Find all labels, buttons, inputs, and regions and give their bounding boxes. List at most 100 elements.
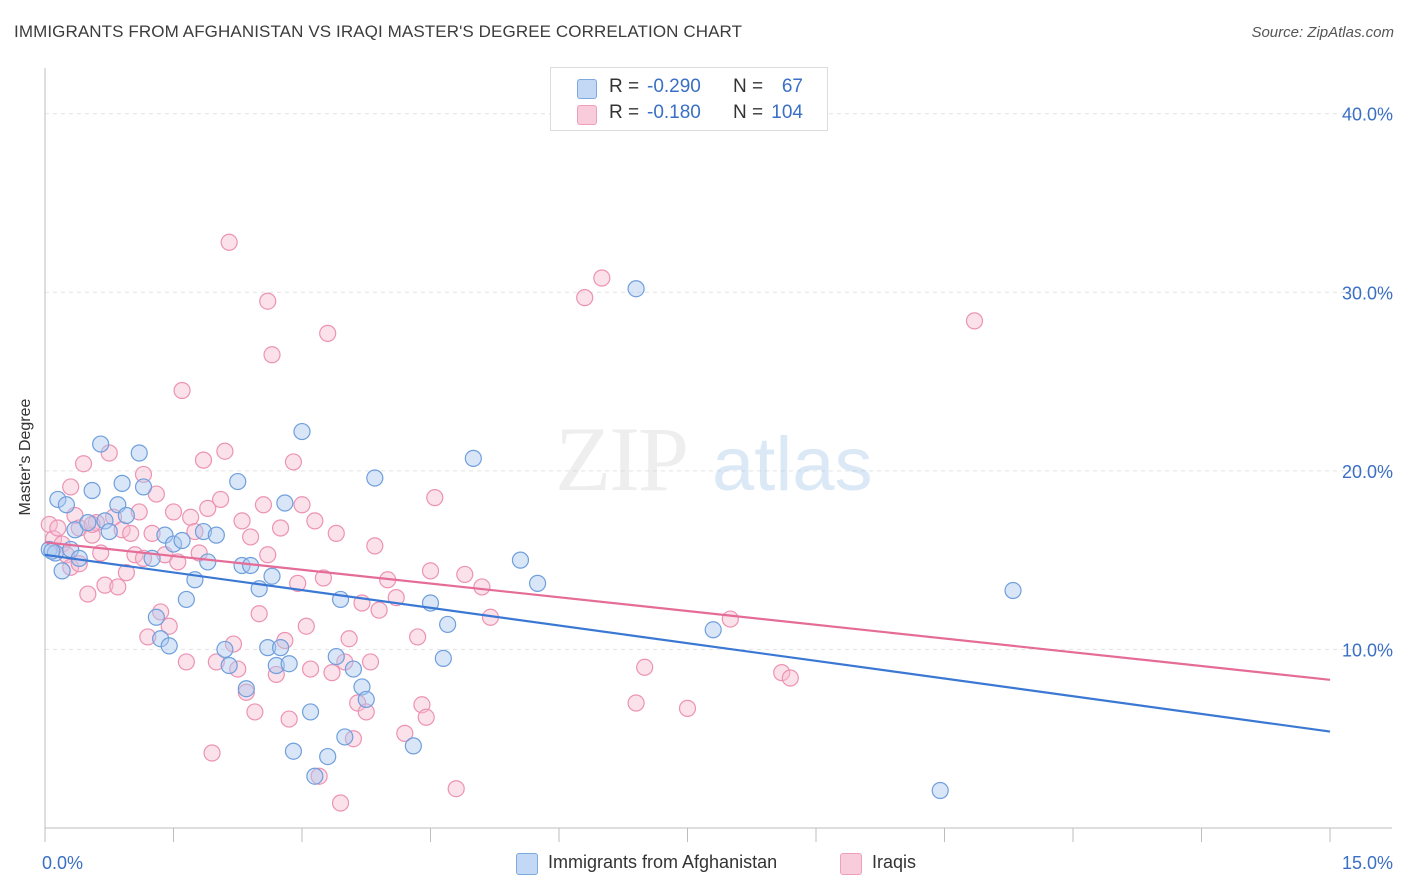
iraqis-point (242, 528, 260, 546)
iraqis-point (349, 694, 367, 712)
y-tick-label: 10.0% (1342, 640, 1393, 660)
afghanistan-point (237, 680, 255, 698)
iraqis-point (194, 451, 213, 469)
iraqis-point (344, 730, 362, 748)
iraqis-trend-line (44, 541, 1331, 681)
iraqis-point (366, 537, 384, 555)
iraqis-point (340, 630, 358, 648)
iraqis-point (965, 312, 984, 330)
y-tick-label: 20.0% (1342, 462, 1393, 482)
n-label: N = (733, 76, 764, 97)
iraqis-point (331, 794, 350, 812)
afghanistan-point (152, 630, 170, 648)
iraqis-point (636, 658, 654, 676)
iraqis-point (593, 269, 611, 287)
afghanistan-point (53, 562, 71, 580)
afghanistan-point (267, 656, 285, 675)
iraqis-point (421, 562, 440, 580)
iraqis-point (254, 496, 273, 514)
chart-title: IMMIGRANTS FROM AFGHANISTAN VS IRAQI MAS… (14, 22, 743, 41)
iraqis-point (409, 628, 427, 646)
source-credit: Source: ZipAtlas.com (1251, 24, 1394, 41)
afghanistan-point (280, 655, 298, 673)
iraqis-point (259, 546, 277, 564)
iraqis-point (314, 569, 333, 587)
iraqis-point (164, 503, 183, 521)
iraqis-point (79, 585, 97, 603)
afghanistan-point (404, 737, 422, 755)
iraqis-point (203, 744, 221, 762)
afghanistan-point (434, 649, 452, 667)
afghanistan-point (528, 574, 547, 592)
y-tick-label: 30.0% (1342, 283, 1393, 303)
iraqis-r-value: -0.180 (647, 102, 701, 123)
afghanistan-point (173, 531, 191, 550)
iraqis-point (473, 578, 491, 596)
afghanistan-point (327, 647, 345, 666)
afghanistan-point (113, 474, 131, 492)
afghanistan-point (1004, 581, 1022, 600)
iraqis-point (216, 442, 234, 460)
iraqis-n-value: 104 (771, 102, 803, 123)
iraqis-point (336, 653, 354, 671)
iraqis-legend-swatch (840, 853, 862, 875)
iraqis-point (233, 512, 251, 530)
iraqis-point (212, 490, 230, 509)
afghanistan-point (439, 615, 457, 634)
iraqis-point (130, 503, 148, 521)
trend-lines (44, 541, 1331, 733)
iraqis-point (447, 780, 465, 798)
afghanistan-point (259, 639, 277, 657)
afghanistan-trend-line (44, 553, 1331, 733)
afghanistan-point (66, 521, 84, 539)
afghanistan-point (276, 494, 294, 512)
afghanistan-point (366, 469, 384, 487)
iraqis-point (134, 465, 153, 484)
afghanistan-point (164, 535, 183, 553)
afghanistan-point (271, 639, 290, 657)
iraqis-point (250, 605, 268, 623)
afghanistan-legend-swatch (516, 853, 538, 875)
afghanistan-point (134, 478, 153, 496)
iraqis-point (284, 453, 303, 471)
tick-labels: 10.0% 20.0% 30.0% 40.0% 0.0% 15.0% (42, 105, 1393, 873)
afghanistan-point (306, 767, 324, 785)
iraqis-point (199, 499, 217, 517)
iraqis-point (280, 710, 298, 728)
afghanistan-point (511, 551, 530, 569)
afghanistan-point (220, 656, 238, 675)
afghanistan-point (704, 621, 722, 639)
afghanistan-point (83, 481, 101, 500)
iraqis-point (426, 489, 444, 507)
iraqis-point (576, 289, 594, 307)
afghanistan-point (194, 522, 213, 541)
afghanistan-point (931, 781, 949, 800)
iraqis-point (721, 610, 739, 628)
afghanistan-swatch (577, 79, 597, 99)
iraqis-point (117, 564, 135, 582)
watermark: ZIP atlas (555, 408, 873, 510)
y-axis-label: Master's Degree (17, 398, 34, 516)
iraqis-point (160, 617, 178, 635)
y-tick-label: 40.0% (1342, 105, 1393, 125)
iraqis-point (271, 519, 290, 537)
legend-row-afghanistan: R = -0.290 N = 67 (551, 76, 827, 102)
iraqis-point (246, 703, 264, 721)
iraqis-point (74, 455, 93, 473)
correlation-legend: R = -0.290 N = 67 R = -0.180 N = 104 (550, 67, 828, 131)
afghanistan-n-value: 67 (781, 76, 803, 97)
iraqis-point (122, 524, 140, 542)
iraqis-point (319, 324, 337, 342)
iraqis-point (357, 703, 375, 721)
r-label: R = (609, 76, 640, 97)
iraqis-point (627, 694, 645, 712)
afghanistan-point (49, 490, 67, 509)
iraqis-point (417, 708, 435, 726)
grid-lines (45, 113, 1392, 650)
iraqis-point (301, 660, 320, 678)
iraqis-point (177, 653, 195, 671)
iraqis-point (267, 665, 285, 684)
afghanistan-point (177, 590, 195, 609)
n-label: N = (733, 102, 764, 123)
